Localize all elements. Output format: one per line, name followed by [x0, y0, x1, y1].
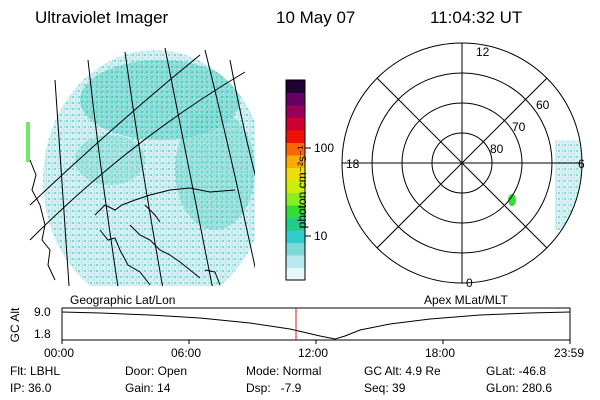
colorbar-segment: [286, 217, 305, 231]
mlt-label-18: 18: [346, 157, 360, 171]
geographic-label: Geographic Lat/Lon: [70, 293, 176, 307]
app-title: Ultraviolet Imager: [35, 8, 169, 27]
mlt-label-12: 12: [476, 45, 490, 59]
xtick-0600: 06:00: [171, 346, 202, 360]
colorbar-segment: [286, 167, 305, 181]
colorbar-segment: [286, 117, 305, 131]
status-gc-alt: GC Alt: 4.9 Re: [364, 364, 441, 378]
geographic-image: [26, 47, 255, 286]
status-door: Door: Open: [125, 364, 188, 378]
xtick-0000: 00:00: [44, 346, 75, 360]
status-flt: Flt: LBHL: [10, 364, 61, 378]
colorbar-segment: [286, 155, 305, 168]
mlat-label-60: 60: [536, 98, 550, 112]
status-mode: Mode: Normal: [246, 364, 322, 378]
altitude-ylabel: GC Alt: [8, 307, 22, 343]
apex-label: Apex MLat/MLT: [424, 293, 508, 307]
colorbar-segment: [286, 105, 305, 118]
colorbar-segment: [286, 180, 305, 193]
lat-lon-grid: [29, 47, 255, 286]
colorbar-segment: [286, 205, 305, 218]
colorbar: [285, 79, 306, 281]
altitude-ytick-1-8: 1.8: [34, 327, 51, 341]
colorbar-tick-10: 10: [314, 229, 328, 243]
altitude-curve: [61, 311, 571, 340]
status-ip: IP: 36.0: [10, 381, 52, 395]
colorbar-segment: [286, 80, 305, 93]
status-glon: GLon: 280.6: [486, 381, 553, 395]
status-glat: GLat: -46.8: [486, 364, 547, 378]
colorbar-segment: [286, 142, 305, 156]
mlat-label-70: 70: [512, 120, 526, 134]
altitude-ytick-9: 9.0: [34, 305, 51, 319]
mlat-label-80: 80: [490, 142, 504, 156]
altitude-plot: [61, 307, 571, 344]
colorbar-segment: [286, 230, 305, 243]
colorbar-segment: [286, 130, 305, 143]
xtick-1800: 18:00: [425, 346, 456, 360]
mlt-label-6: 6: [578, 157, 585, 171]
colorbar-segment: [286, 192, 305, 206]
status-gain: Gain: 14: [125, 381, 171, 395]
colorbar-segment: [286, 255, 305, 268]
colorbar-border: [285, 79, 306, 281]
colorbar-unit-label: photon cm⁻²s⁻¹: [295, 145, 309, 229]
date-label: 10 May 07: [276, 8, 356, 27]
time-label: 11:04:32 UT: [430, 8, 523, 27]
mlt-label-0: 0: [466, 276, 473, 290]
status-dsp: Dsp: -7.9: [246, 381, 302, 395]
colorbar-segment: [286, 242, 305, 256]
colorbar-segment: [286, 92, 305, 106]
colorbar-segment: [286, 267, 305, 281]
polar-plot: [341, 42, 583, 284]
coastline: [29, 159, 236, 286]
xtick-1200: 12:00: [298, 346, 329, 360]
status-seq: Seq: 39: [364, 381, 406, 395]
xtick-2359: 23:59: [554, 346, 585, 360]
colorbar-tick-100: 100: [314, 141, 335, 155]
